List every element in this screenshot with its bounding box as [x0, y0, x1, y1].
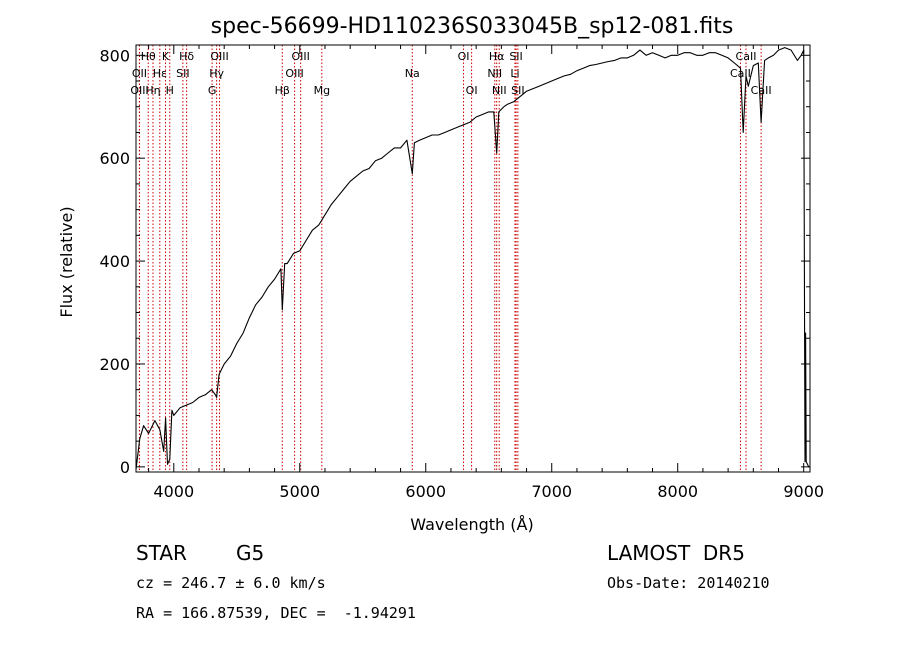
line-label-26: CaII	[736, 50, 757, 63]
line-label-2: OIII	[130, 84, 148, 97]
object-subclass: G5	[236, 541, 264, 565]
x-tick-label-3: 7000	[531, 482, 572, 501]
line-label-17: OI	[458, 50, 470, 63]
line-label-12: Hβ	[275, 84, 290, 97]
observation-date: Obs-Date: 20140210	[607, 574, 770, 592]
line-label-21: Hα	[489, 50, 505, 63]
line-label-23: Li	[510, 67, 519, 80]
line-label-14: OIII	[291, 50, 309, 63]
y-tick-label-1: 200	[99, 355, 130, 374]
line-label-8: Hδ	[179, 50, 194, 63]
line-label-20: NII	[492, 84, 507, 97]
line-label-15: Mg	[314, 84, 330, 97]
x-tick-label-2: 6000	[405, 482, 446, 501]
x-axis-ticks: 4000 5000 6000 7000 8000 9000	[148, 45, 824, 501]
line-label-7: SII	[176, 67, 189, 80]
line-label-11: OIII	[210, 50, 228, 63]
line-label-19: NII	[487, 67, 502, 80]
plot-frame	[135, 44, 811, 473]
y-tick-label-4: 800	[99, 46, 130, 65]
line-label-3: Hη	[145, 84, 160, 97]
line-label-16: Na	[405, 67, 420, 80]
line-label-27: CaII	[751, 84, 772, 97]
line-label-18: OI	[466, 84, 478, 97]
line-label-22: SII	[509, 50, 522, 63]
line-label-9: G	[208, 84, 217, 97]
line-label-4: Hε	[153, 67, 167, 80]
line-label-10: Hγ	[209, 67, 224, 80]
line-labels: HθOIIOIIIHηHεKHSIIHδGHγOIIIHβOIIIOIIIMgN…	[130, 50, 771, 97]
survey-name: LAMOST DR5	[607, 541, 745, 565]
line-markers	[138, 45, 762, 472]
x-tick-label-0: 4000	[153, 482, 194, 501]
spectrum-line	[135, 47, 810, 470]
y-tick-label-0: 0	[120, 458, 130, 477]
line-label-6: H	[166, 84, 174, 97]
spectrum-series	[135, 47, 810, 470]
x-tick-label-1: 5000	[279, 482, 320, 501]
x-tick-label-4: 8000	[657, 482, 698, 501]
object-class: STAR	[136, 541, 187, 565]
x-axis-label: Wavelength (Å)	[410, 515, 533, 534]
redshift-cz: cz = 246.7 ± 6.0 km/s	[136, 574, 326, 592]
y-tick-label-3: 600	[99, 149, 130, 168]
ra-dec-coordinates: RA = 166.87539, DEC = -1.94291	[136, 604, 416, 622]
y-axis-ticks: 0 200 400 600 800	[99, 46, 810, 477]
line-label-13: OIII	[285, 67, 303, 80]
line-label-24: SII	[511, 84, 524, 97]
line-label-5: K	[162, 50, 170, 63]
x-tick-label-5: 9000	[783, 482, 824, 501]
line-label-0: Hθ	[141, 50, 156, 63]
line-label-1: OII	[132, 67, 147, 80]
y-tick-label-2: 400	[99, 252, 130, 271]
y-axis-label: Flux (relative)	[57, 206, 76, 317]
chart-title: spec-56699-HD110236S033045B_sp12-081.fit…	[211, 14, 734, 39]
